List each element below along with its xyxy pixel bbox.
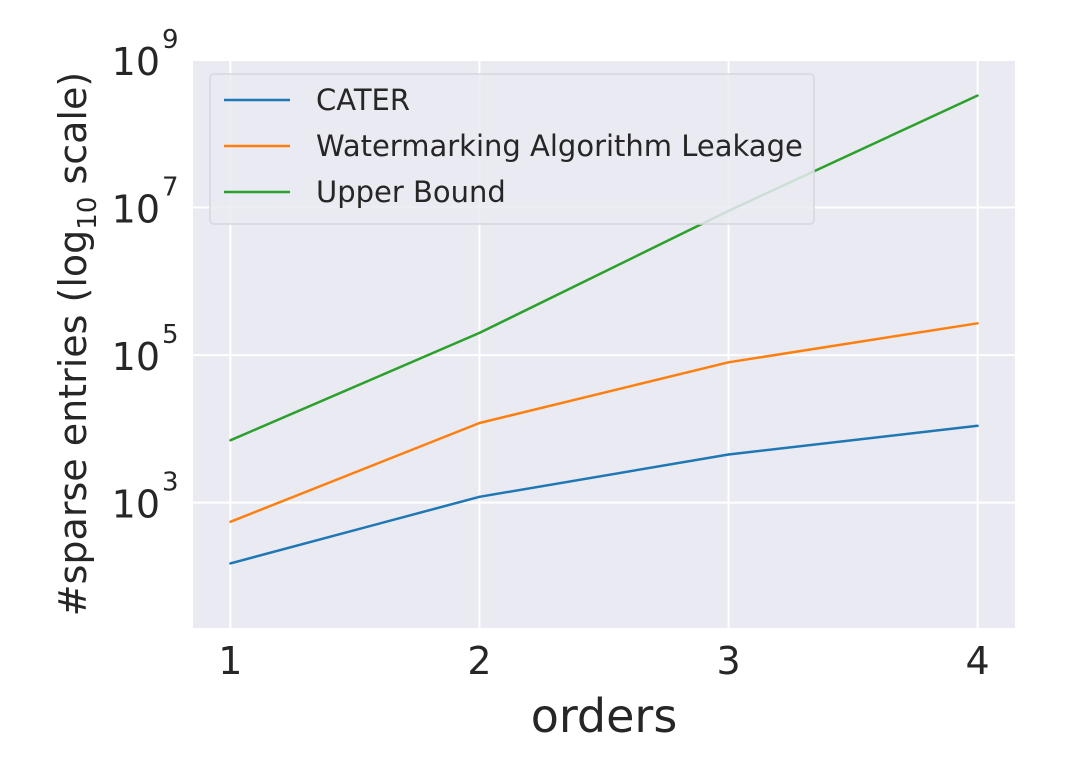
y-tick-label: 10 [112, 335, 160, 379]
data-point [976, 424, 979, 428]
x-tick-label: 2 [467, 639, 491, 683]
x-tick-label: 1 [218, 639, 242, 683]
series-line [229, 322, 978, 523]
x-axis-ticks: 1 2 3 4 [218, 639, 989, 683]
y-axis-label: #sparse entries (log10 scale) [51, 72, 103, 616]
data-point [229, 520, 232, 524]
legend: CATER Watermarking Algorithm Leakage Upper… [209, 73, 815, 225]
data-point [229, 562, 232, 565]
y-tick-label: 10 [112, 40, 160, 84]
legend-label: CATER [316, 83, 410, 117]
data-point [976, 94, 979, 97]
series-line [229, 94, 979, 442]
data-point [727, 453, 730, 456]
y-tick-exponent: 7 [162, 173, 179, 203]
data-point [478, 495, 481, 499]
legend-box [209, 73, 815, 225]
x-tick-label: 4 [966, 639, 990, 683]
y-tick-exponent: 3 [162, 468, 179, 498]
data-point [727, 361, 730, 364]
data-point [229, 439, 232, 442]
series-line [230, 424, 978, 565]
legend-label: Upper Bound [316, 175, 506, 209]
x-axis-label: orders [531, 689, 678, 743]
data-point [478, 331, 481, 335]
y-tick-exponent: 9 [162, 25, 179, 55]
legend-label: Watermarking Algorithm Leakage [316, 129, 803, 163]
series-lines [229, 94, 979, 565]
y-tick-label: 10 [112, 188, 160, 232]
data-point [976, 322, 979, 325]
y-tick-exponent: 5 [162, 320, 179, 350]
x-tick-label: 3 [716, 639, 740, 683]
data-point [478, 421, 481, 425]
y-tick-label: 10 [112, 483, 160, 527]
